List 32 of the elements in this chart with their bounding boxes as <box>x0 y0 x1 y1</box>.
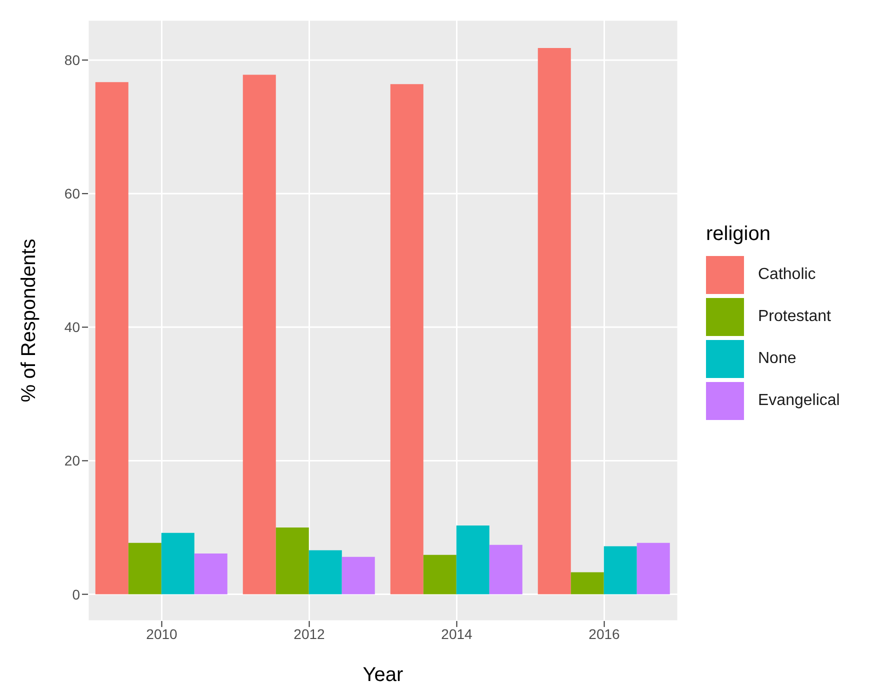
bar <box>423 554 456 594</box>
bar <box>242 74 276 594</box>
bar <box>489 544 522 594</box>
bar <box>604 546 637 594</box>
x-tick-label: 2016 <box>588 626 620 642</box>
bar <box>95 82 128 594</box>
legend-label: Evangelical <box>758 392 840 410</box>
y-tick-label: 20 <box>64 452 80 469</box>
bar <box>538 48 571 594</box>
x-tick-label: 2012 <box>294 626 326 642</box>
x-tick-label: 2014 <box>441 626 473 642</box>
x-axis-title: Year <box>362 664 404 686</box>
legend-label: Catholic <box>758 266 816 284</box>
legend-label: Protestant <box>758 308 831 326</box>
legend-label: None <box>758 350 796 368</box>
bar <box>570 572 604 594</box>
bar <box>342 556 375 594</box>
y-tick-label: 40 <box>64 319 80 336</box>
y-axis-title: % of Respondents <box>18 238 40 402</box>
bar <box>276 528 309 594</box>
y-tick-label: 80 <box>64 52 80 68</box>
bar <box>636 542 670 594</box>
bar <box>456 526 490 594</box>
bar <box>161 532 194 594</box>
bar <box>308 550 342 594</box>
bar <box>194 554 228 594</box>
y-tick-label: 0 <box>72 586 80 602</box>
legend-title: religion <box>706 223 772 246</box>
x-tick-label: 2010 <box>146 626 178 642</box>
y-tick-label: 60 <box>64 186 80 202</box>
bar <box>128 542 162 594</box>
bar <box>390 84 424 594</box>
